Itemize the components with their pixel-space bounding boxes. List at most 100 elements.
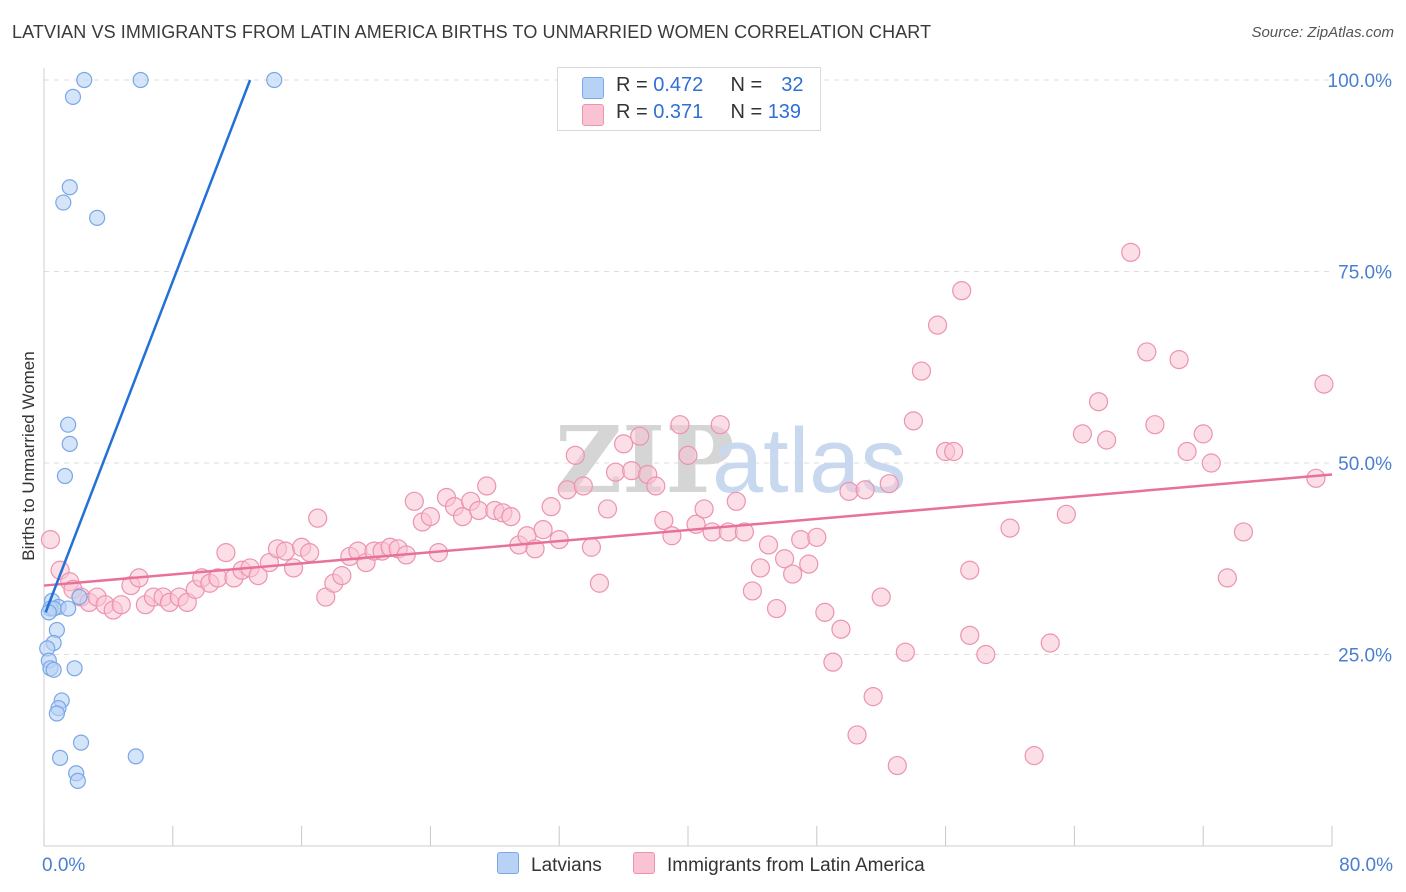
n-value-latin-america: 139 — [767, 101, 802, 123]
data-point-latin-america — [678, 445, 698, 465]
data-point-latin-america — [702, 522, 722, 542]
data-point-latin-america — [911, 361, 932, 381]
data-point-latvians — [132, 71, 149, 89]
data-point-latin-america — [766, 598, 787, 619]
data-point-latin-america — [879, 474, 899, 494]
data-point-latin-america — [774, 549, 795, 569]
data-point-latin-america — [589, 573, 610, 593]
data-point-latin-america — [420, 507, 440, 527]
data-point-latin-america — [670, 415, 690, 435]
data-point-latvians — [64, 88, 82, 105]
data-point-latin-america — [597, 499, 618, 519]
data-point-latvians — [266, 71, 283, 89]
data-point-latin-america — [1040, 633, 1060, 653]
data-point-latin-america — [1056, 504, 1076, 524]
data-point-latin-america — [630, 426, 650, 446]
data-point-latin-america — [332, 566, 352, 586]
data-point-latin-america — [662, 526, 682, 546]
legend-item-latvians[interactable]: Latvians — [497, 852, 602, 878]
y-tick-label: 25.0% — [1338, 646, 1392, 667]
data-point-latin-america — [1121, 242, 1141, 262]
correlation-legend: R = 0.472 N = 32 R = 0.371 N = 139 — [557, 67, 821, 131]
data-point-latin-america — [1088, 392, 1109, 412]
data-point-latvians — [127, 748, 144, 765]
data-point-latin-america — [927, 315, 948, 335]
r-value-latvians: 0.472 — [653, 74, 704, 96]
watermark-atlas: atlas — [712, 410, 906, 512]
trend-line-latvians — [44, 79, 252, 613]
tick-labels: 25.0% 50.0% 75.0% 100.0% 0.0% 80.0% — [42, 71, 1393, 876]
data-point-latin-america — [1137, 342, 1157, 362]
data-point-latin-america — [758, 535, 779, 555]
data-point-latin-america — [791, 529, 811, 550]
data-point-latvians — [61, 435, 78, 452]
data-point-latvians — [60, 416, 77, 433]
axes — [43, 68, 1333, 847]
data-point-latin-america — [646, 476, 666, 496]
data-point-latin-america — [799, 554, 819, 574]
latin-america-swatch — [633, 852, 655, 874]
r-label: R = — [616, 101, 654, 123]
data-point-latin-america — [960, 625, 980, 645]
data-point-latin-america — [863, 687, 883, 707]
r-value-latin-america: 0.371 — [653, 101, 704, 123]
data-point-latin-america — [216, 543, 236, 563]
y-axis-label: Births to Unmarried Women — [19, 351, 38, 560]
data-point-latvians — [66, 660, 83, 677]
latvians-swatch — [582, 77, 604, 99]
data-point-latvians — [76, 71, 93, 89]
data-point-latin-america — [783, 564, 803, 584]
data-point-latvians — [55, 194, 72, 211]
legend-row-latin-america: R = 0.371 N = 139 — [558, 101, 820, 129]
data-point-latin-america — [565, 445, 585, 465]
data-point-latin-america — [111, 595, 131, 615]
watermark-zip: ZIP — [555, 406, 734, 514]
data-point-latvians — [45, 661, 62, 678]
n-label: N = — [730, 101, 768, 123]
series-latvians — [39, 71, 283, 789]
data-point-latin-america — [750, 558, 771, 578]
data-point-latin-america — [1177, 441, 1197, 462]
data-point-latvians — [48, 705, 65, 722]
r-label: R = — [616, 74, 654, 96]
watermark: ZIP atlas — [555, 406, 906, 514]
data-point-latin-america — [40, 529, 61, 550]
series-immigrants-from-latin-america — [40, 242, 1334, 776]
data-point-latvians — [89, 209, 106, 226]
data-point-latin-america — [839, 481, 859, 501]
data-point-latin-america — [613, 434, 634, 454]
legend-item-latin-america[interactable]: Immigrants from Latin America — [633, 852, 925, 878]
data-point-latvians — [60, 600, 77, 617]
trend-lines — [43, 79, 1333, 613]
data-point-latvians — [61, 179, 78, 196]
data-point-latin-america — [1000, 518, 1020, 538]
data-point-latin-america — [895, 642, 915, 662]
data-point-latin-america — [887, 755, 907, 776]
data-point-latvians — [72, 734, 90, 751]
data-point-latin-america — [734, 522, 754, 542]
data-point-latin-america — [726, 491, 746, 511]
series-legend: Latvians Immigrants from Latin America — [0, 852, 1406, 878]
trend-line-latin-america — [43, 473, 1333, 587]
data-point-latin-america — [622, 461, 642, 481]
chart-source: Source: ZipAtlas.com — [1251, 24, 1394, 41]
chart-title: LATVIAN VS IMMIGRANTS FROM LATIN AMERICA… — [12, 22, 932, 42]
legend-label-latvians: Latvians — [531, 855, 602, 876]
data-point-latin-america — [283, 558, 304, 578]
legend-label-latin-america: Immigrants from Latin America — [667, 855, 925, 876]
data-point-latin-america — [605, 462, 626, 482]
n-value-latvians: 32 — [781, 74, 804, 96]
data-point-latin-america — [903, 411, 924, 431]
data-point-latin-america — [1024, 746, 1044, 766]
data-point-latin-america — [1233, 522, 1254, 542]
y-tick-label: 100.0% — [1328, 71, 1393, 92]
data-point-latin-america — [710, 415, 730, 435]
data-point-latin-america — [807, 527, 827, 547]
latin-america-swatch — [582, 104, 604, 126]
data-point-latin-america — [1193, 424, 1213, 444]
data-point-latin-america — [1096, 430, 1117, 450]
data-point-latin-america — [871, 587, 891, 607]
data-point-latin-america — [742, 581, 763, 601]
data-point-latin-america — [557, 480, 577, 500]
